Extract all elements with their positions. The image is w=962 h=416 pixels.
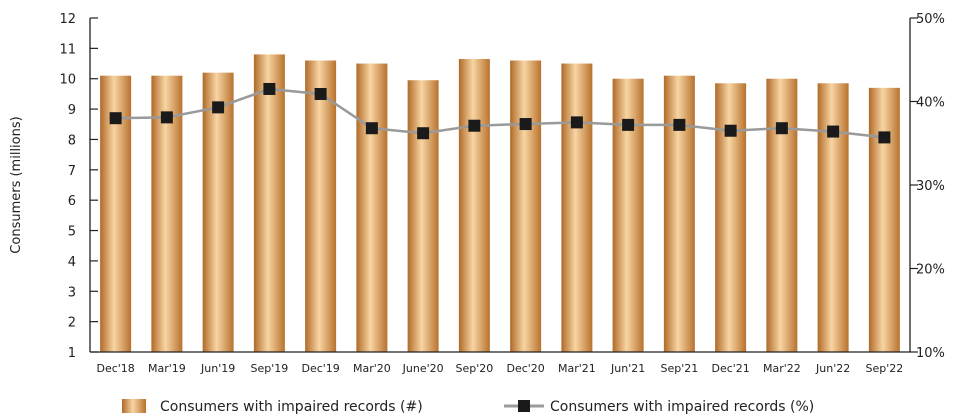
x-tick-label-11: Sep'21 xyxy=(660,362,698,375)
line-point-10 xyxy=(622,118,635,131)
left-tick-label-8: 9 xyxy=(68,103,76,118)
bar-6 xyxy=(407,80,439,352)
bar-3 xyxy=(253,54,285,352)
right-axis-ticks: 10% 20% 30% 40% 50% xyxy=(910,12,945,361)
x-tick-label-6: June'20 xyxy=(402,362,444,375)
left-tick-label-1: 2 xyxy=(68,316,76,331)
line-point-14 xyxy=(827,125,840,138)
line-path xyxy=(115,87,885,139)
y-axis-title: Consumers (millions) xyxy=(9,116,24,253)
left-tick-label-2: 3 xyxy=(68,285,76,300)
line-series xyxy=(109,82,891,144)
bar-13 xyxy=(766,78,798,353)
bar-11 xyxy=(663,75,695,352)
bar-8 xyxy=(510,60,542,352)
x-tick-label-10: Jun'21 xyxy=(610,362,645,375)
line-point-0 xyxy=(109,112,122,125)
line-point-8 xyxy=(519,118,532,131)
x-axis-ticks: Dec'18 Mar'19 Jun'19 Sep'19 Dec'19 Mar'20 June… xyxy=(96,362,903,375)
bar-9 xyxy=(561,63,593,352)
left-tick-label-3: 4 xyxy=(68,255,76,270)
bar-4 xyxy=(305,60,337,352)
x-tick-label-2: Jun'19 xyxy=(200,362,235,375)
line-point-7 xyxy=(468,119,481,132)
bar-series xyxy=(100,54,900,353)
x-tick-label-12: Dec'21 xyxy=(711,362,749,375)
line-point-15 xyxy=(878,131,891,144)
left-tick-label-4: 5 xyxy=(68,225,76,240)
legend: Consumers with impaired records (#) Cons… xyxy=(122,399,814,415)
left-tick-label-5: 6 xyxy=(68,194,76,209)
x-tick-label-9: Mar'21 xyxy=(558,362,596,375)
left-tick-label-11: 12 xyxy=(59,12,76,27)
line-point-2 xyxy=(212,101,225,114)
legend-bar-label: Consumers with impaired records (#) xyxy=(160,399,423,415)
bar-7 xyxy=(458,58,490,353)
line-point-5 xyxy=(365,122,378,135)
x-tick-label-15: Sep'22 xyxy=(865,362,903,375)
line-point-6 xyxy=(417,127,430,140)
bar-12 xyxy=(715,83,747,353)
x-tick-label-1: Mar'19 xyxy=(148,362,186,375)
x-tick-label-4: Dec'19 xyxy=(301,362,339,375)
line-point-1 xyxy=(160,111,173,124)
left-tick-label-7: 8 xyxy=(68,133,76,148)
legend-line-label: Consumers with impaired records (%) xyxy=(550,399,814,415)
legend-bar-swatch xyxy=(122,399,146,413)
x-tick-label-14: Jun'22 xyxy=(815,362,850,375)
left-tick-label-9: 10 xyxy=(59,73,76,88)
right-tick-label-2: 30% xyxy=(916,179,945,194)
right-tick-label-3: 40% xyxy=(916,96,945,111)
right-tick-label-4: 50% xyxy=(916,12,945,27)
legend-line-marker xyxy=(518,400,530,412)
x-tick-label-0: Dec'18 xyxy=(96,362,134,375)
x-tick-label-3: Sep'19 xyxy=(250,362,288,375)
left-tick-label-10: 11 xyxy=(59,42,76,57)
bar-5 xyxy=(356,63,388,352)
line-point-12 xyxy=(724,124,737,137)
bar-14 xyxy=(817,83,849,353)
right-tick-label-1: 20% xyxy=(916,263,945,278)
line-point-9 xyxy=(570,116,583,129)
bar-15 xyxy=(868,87,900,352)
bar-2 xyxy=(202,72,234,353)
x-tick-label-8: Dec'20 xyxy=(506,362,544,375)
left-tick-label-6: 7 xyxy=(68,164,76,179)
x-tick-label-7: Sep'20 xyxy=(455,362,493,375)
x-tick-label-13: Mar'22 xyxy=(763,362,801,375)
right-tick-label-0: 10% xyxy=(916,346,945,361)
x-tick-label-5: Mar'20 xyxy=(353,362,391,375)
line-point-13 xyxy=(775,122,788,135)
left-tick-label-0: 1 xyxy=(68,346,76,361)
line-point-11 xyxy=(673,118,686,131)
line-point-3 xyxy=(263,82,276,95)
line-point-4 xyxy=(314,87,327,100)
